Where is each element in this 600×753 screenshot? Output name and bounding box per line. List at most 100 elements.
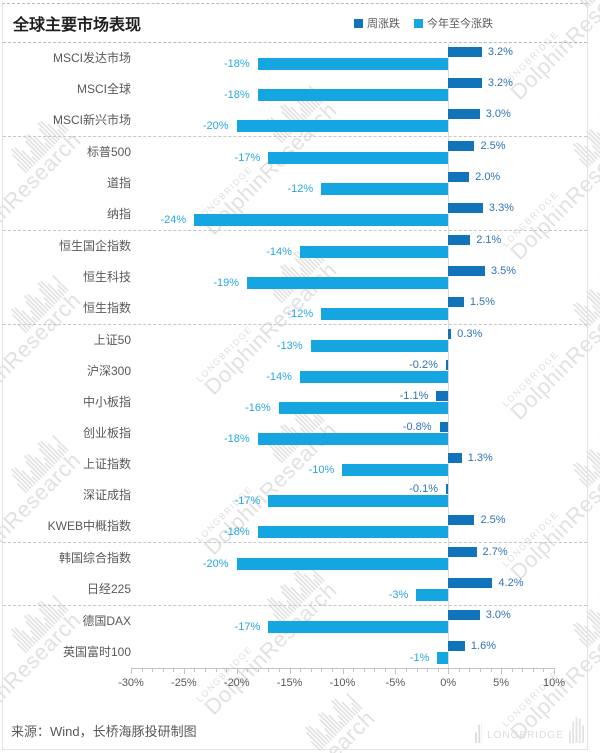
week-value-label: 2.0% — [475, 171, 501, 183]
axis-tick — [205, 669, 207, 672]
week-bar — [448, 78, 482, 88]
week-bar — [448, 203, 483, 213]
ytd-bar — [278, 402, 448, 414]
chart-title: 全球主要市场表现 — [13, 17, 142, 34]
axis-tick — [236, 669, 238, 674]
week-bar — [436, 391, 448, 401]
axis-tick-label: -5% — [385, 677, 406, 689]
chart-row: 沪深300 -0.2% -14% — [3, 356, 587, 387]
category-label: 恒生国企指数 — [58, 239, 131, 253]
week-value-label: -0.1% — [409, 483, 438, 495]
axis-tick — [162, 669, 164, 672]
waveform-logo-icon — [568, 717, 584, 743]
axis-tick — [247, 669, 249, 672]
chart-header: 全球主要市场表现 周涨跌 今年至今涨跌 — [3, 4, 587, 43]
legend-swatch-icon — [414, 18, 423, 28]
week-bar — [448, 578, 493, 588]
ytd-value-label: -18% — [223, 526, 250, 538]
axis-tick — [427, 669, 429, 672]
chart-group-1: MSCI发达市场 3.2% -18% MSCI全球 3.2% -18% MSCI新兴市场 3.… — [3, 43, 587, 137]
chart-row: 上证指数 1.3% -10% — [3, 449, 587, 480]
ytd-value-label: -12% — [287, 183, 314, 195]
footer-logo-text: LONGBRIDGE — [487, 730, 564, 741]
category-label: 标普500 — [86, 145, 131, 159]
axis-tick — [331, 669, 333, 672]
week-bar — [448, 641, 465, 651]
chart-row: 创业板指 -0.8% -18% — [3, 418, 587, 449]
week-bar — [445, 360, 448, 370]
ytd-value-label: -19% — [213, 277, 240, 289]
ytd-bar — [299, 246, 448, 258]
week-value-label: 3.5% — [491, 265, 517, 277]
category-label: 日经225 — [86, 582, 131, 596]
ytd-value-label: -20% — [202, 120, 229, 132]
axis-tick — [448, 669, 450, 674]
axis-tick-label: -15% — [276, 677, 303, 689]
chart-row: 恒生国企指数 2.1% -14% — [3, 231, 587, 262]
week-value-label: 0.3% — [457, 328, 483, 340]
chart-row: KWEB中概指数 2.5% -18% — [3, 511, 587, 542]
week-bar — [448, 297, 464, 307]
axis-tick — [279, 669, 281, 672]
axis-tick — [395, 669, 397, 674]
axis-tick — [416, 669, 418, 672]
category-label: 英国富时100 — [62, 645, 131, 659]
chart-row: 深证成指 -0.1% -17% — [3, 480, 587, 511]
footer-logo: LONGBRIDGE — [475, 717, 585, 743]
chart-group-6: 德国DAX 3.0% -17% 英国富时100 1.6% -1% — [3, 606, 587, 668]
ytd-bar — [257, 89, 448, 101]
ytd-value-label: -18% — [223, 433, 250, 445]
week-bar — [448, 329, 452, 339]
week-value-label: 3.3% — [488, 202, 514, 214]
ytd-bar — [236, 120, 448, 132]
axis-tick — [226, 669, 228, 672]
ytd-value-label: -14% — [266, 246, 292, 258]
week-bar — [448, 172, 470, 182]
chart-row: 德国DAX 3.0% -17% — [3, 606, 587, 637]
week-bar — [448, 109, 480, 119]
week-value-label: 3.2% — [487, 77, 513, 89]
figure-frame: 全球主要市场表现 周涨跌 今年至今涨跌 MSCI发达市场 3.2% -18% MSCI全… — [2, 3, 588, 750]
chart-group-2: 标普500 2.5% -17% 道指 2.0% -12% 纳指 3.3% -24% — [3, 137, 587, 231]
category-label: 恒生指数 — [82, 301, 131, 315]
ytd-bar — [247, 277, 448, 289]
ytd-bar — [268, 495, 448, 507]
week-value-label: 3.0% — [485, 609, 511, 621]
axis-tick — [300, 669, 302, 672]
week-value-label: -1.1% — [399, 390, 429, 402]
axis-tick-label: 5% — [493, 677, 510, 689]
category-label: 纳指 — [106, 207, 131, 221]
chart-groups: MSCI发达市场 3.2% -18% MSCI全球 3.2% -18% MSCI新兴市场 3.… — [3, 43, 587, 668]
axis-tick — [257, 669, 259, 672]
axis-tick — [469, 669, 471, 672]
chart-row: 中小板指 -1.1% -16% — [3, 387, 587, 418]
week-bar — [439, 422, 448, 432]
legend: 周涨跌 今年至今涨跌 — [354, 15, 493, 31]
week-value-label: 2.1% — [476, 234, 502, 246]
axis-tick — [405, 669, 407, 672]
ytd-value-label: -17% — [234, 152, 261, 164]
ytd-bar — [236, 558, 448, 570]
axis-tick — [522, 669, 524, 672]
ytd-value-label: -18% — [223, 58, 250, 70]
ytd-value-label: -10% — [308, 464, 335, 476]
axis-tick — [131, 669, 132, 674]
week-value-label: 3.0% — [485, 108, 511, 120]
axis-tick-label: -20% — [223, 677, 250, 689]
axis-tick — [173, 669, 175, 672]
axis-tick — [194, 669, 196, 672]
chart-row: 恒生指数 1.5% -12% — [3, 293, 587, 324]
ytd-value-label: -14% — [266, 371, 292, 383]
ytd-bar — [299, 371, 448, 383]
category-label: 上证指数 — [82, 457, 131, 471]
ytd-value-label: -20% — [202, 558, 229, 570]
axis-tick — [554, 669, 555, 674]
ytd-value-label: -16% — [245, 402, 271, 414]
category-label: 上证50 — [93, 333, 131, 347]
source-note: 来源：Wind，长桥海豚投研制图 — [11, 724, 197, 739]
legend-label: 今年至今涨跌 — [427, 18, 493, 30]
ytd-value-label: -12% — [287, 308, 314, 320]
category-label: 创业板指 — [82, 426, 131, 440]
ytd-value-label: -3% — [388, 589, 409, 601]
